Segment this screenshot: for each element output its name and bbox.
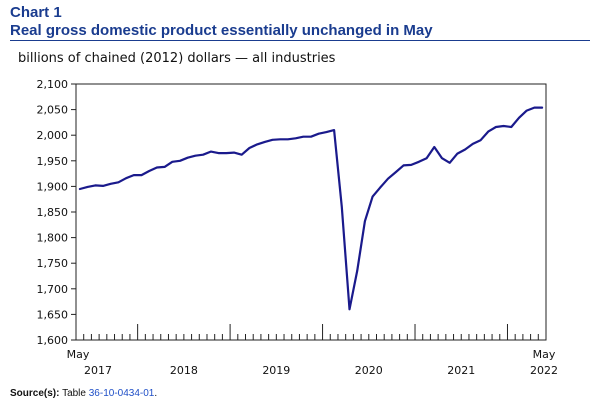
x-year-label: 2017 (84, 364, 112, 377)
x-year-label: 2021 (447, 364, 475, 377)
y-tick-label: 1,700 (37, 283, 69, 296)
y-tick-label: 1,850 (37, 206, 69, 219)
source-table-link[interactable]: 36-10-0434-01 (88, 388, 155, 399)
x-year-label: 2019 (262, 364, 290, 377)
x-start-label: May (67, 348, 90, 361)
y-tick-label: 1,650 (37, 308, 69, 321)
x-year-label: 2022 (530, 364, 558, 377)
source-text: Table (62, 388, 89, 399)
chart-label: Chart 1 (10, 4, 62, 21)
y-tick-label: 2,050 (37, 104, 69, 117)
y-tick-label: 1,900 (37, 180, 69, 193)
y-tick-label: 1,800 (37, 232, 69, 245)
y-tick-label: 1,750 (37, 257, 69, 270)
y-tick-label: 1,950 (37, 155, 69, 168)
source-label: Source(s): (10, 388, 60, 399)
x-year-label: 2018 (170, 364, 198, 377)
chart-title: Real gross domestic product essentially … (10, 22, 590, 41)
gdp-series-line (78, 106, 544, 311)
axis-unit-label: billions of chained (2012) dollars — all… (18, 51, 336, 66)
y-tick-label: 1,600 (37, 334, 69, 347)
y-tick-label: 2,000 (37, 129, 69, 142)
x-end-label: May (533, 348, 556, 361)
plot-frame (75, 83, 547, 341)
x-year-label: 2020 (355, 364, 383, 377)
y-tick-label: 2,100 (37, 78, 69, 91)
source-suffix: . (154, 388, 158, 399)
source-note: Source(s): Table 36-10-0434-01. (10, 388, 157, 399)
